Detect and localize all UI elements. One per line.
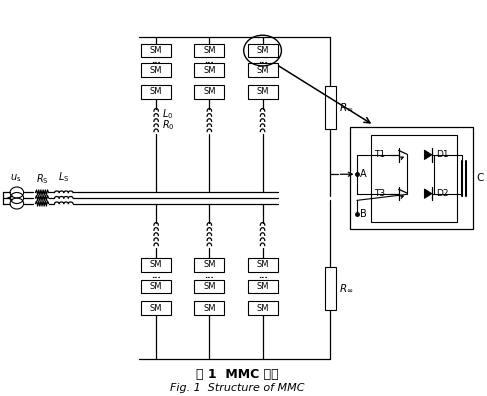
Bar (194, 44, 225, 57)
Text: ...: ... (205, 56, 214, 65)
Text: SM: SM (256, 260, 269, 269)
Text: SM: SM (256, 66, 269, 75)
Bar (194, 301, 225, 315)
Text: $R_{\infty}$: $R_{\infty}$ (339, 102, 354, 114)
Bar (141, 258, 171, 272)
Text: SM: SM (150, 260, 162, 269)
Bar (141, 63, 171, 77)
Text: SM: SM (256, 304, 269, 312)
Text: $R_0$: $R_0$ (162, 118, 175, 132)
Text: D2: D2 (436, 189, 449, 198)
Bar (141, 301, 171, 315)
Bar (194, 280, 225, 293)
Bar (194, 258, 225, 272)
Text: SM: SM (203, 260, 216, 269)
Text: $L_{\rm S}$: $L_{\rm S}$ (58, 170, 70, 184)
Text: ...: ... (205, 271, 214, 280)
Bar (247, 301, 278, 315)
Bar (194, 85, 225, 99)
Text: SM: SM (150, 282, 162, 291)
Text: T1: T1 (374, 150, 385, 159)
Bar (350, 127, 473, 229)
Text: T3: T3 (374, 189, 385, 198)
Text: $R_{\infty}$: $R_{\infty}$ (339, 282, 354, 294)
Text: B: B (360, 209, 367, 219)
Text: SM: SM (150, 66, 162, 75)
Text: SM: SM (256, 282, 269, 291)
Text: $L_0$: $L_0$ (162, 107, 173, 121)
Text: ...: ... (151, 56, 161, 65)
Bar (325, 86, 336, 129)
Text: SM: SM (256, 88, 269, 96)
Text: ...: ... (151, 271, 161, 280)
Bar (372, 135, 457, 222)
Bar (141, 280, 171, 293)
Bar (141, 44, 171, 57)
Bar (247, 63, 278, 77)
Text: SM: SM (203, 88, 216, 96)
Polygon shape (425, 189, 432, 198)
Text: SM: SM (150, 46, 162, 55)
Text: SM: SM (203, 304, 216, 312)
Text: SM: SM (203, 282, 216, 291)
Text: $u_{\rm s}$: $u_{\rm s}$ (10, 172, 21, 184)
Polygon shape (425, 150, 432, 160)
Text: D1: D1 (436, 150, 449, 159)
Bar (247, 85, 278, 99)
Bar (141, 85, 171, 99)
Text: SM: SM (150, 304, 162, 312)
Text: ...: ... (258, 271, 267, 280)
Text: Fig. 1  Structure of MMC: Fig. 1 Structure of MMC (169, 383, 304, 392)
Text: SM: SM (203, 46, 216, 55)
Text: 图 1  MMC 结构: 图 1 MMC 结构 (196, 367, 278, 381)
Bar (247, 258, 278, 272)
Text: SM: SM (203, 66, 216, 75)
Bar (247, 44, 278, 57)
Text: A: A (360, 169, 367, 179)
Text: SM: SM (256, 46, 269, 55)
Bar (247, 280, 278, 293)
Text: SM: SM (150, 88, 162, 96)
Bar (325, 267, 336, 310)
Bar (194, 63, 225, 77)
Text: ...: ... (258, 56, 267, 65)
Text: $R_{\rm S}$: $R_{\rm S}$ (36, 172, 48, 186)
Text: C: C (476, 173, 484, 183)
